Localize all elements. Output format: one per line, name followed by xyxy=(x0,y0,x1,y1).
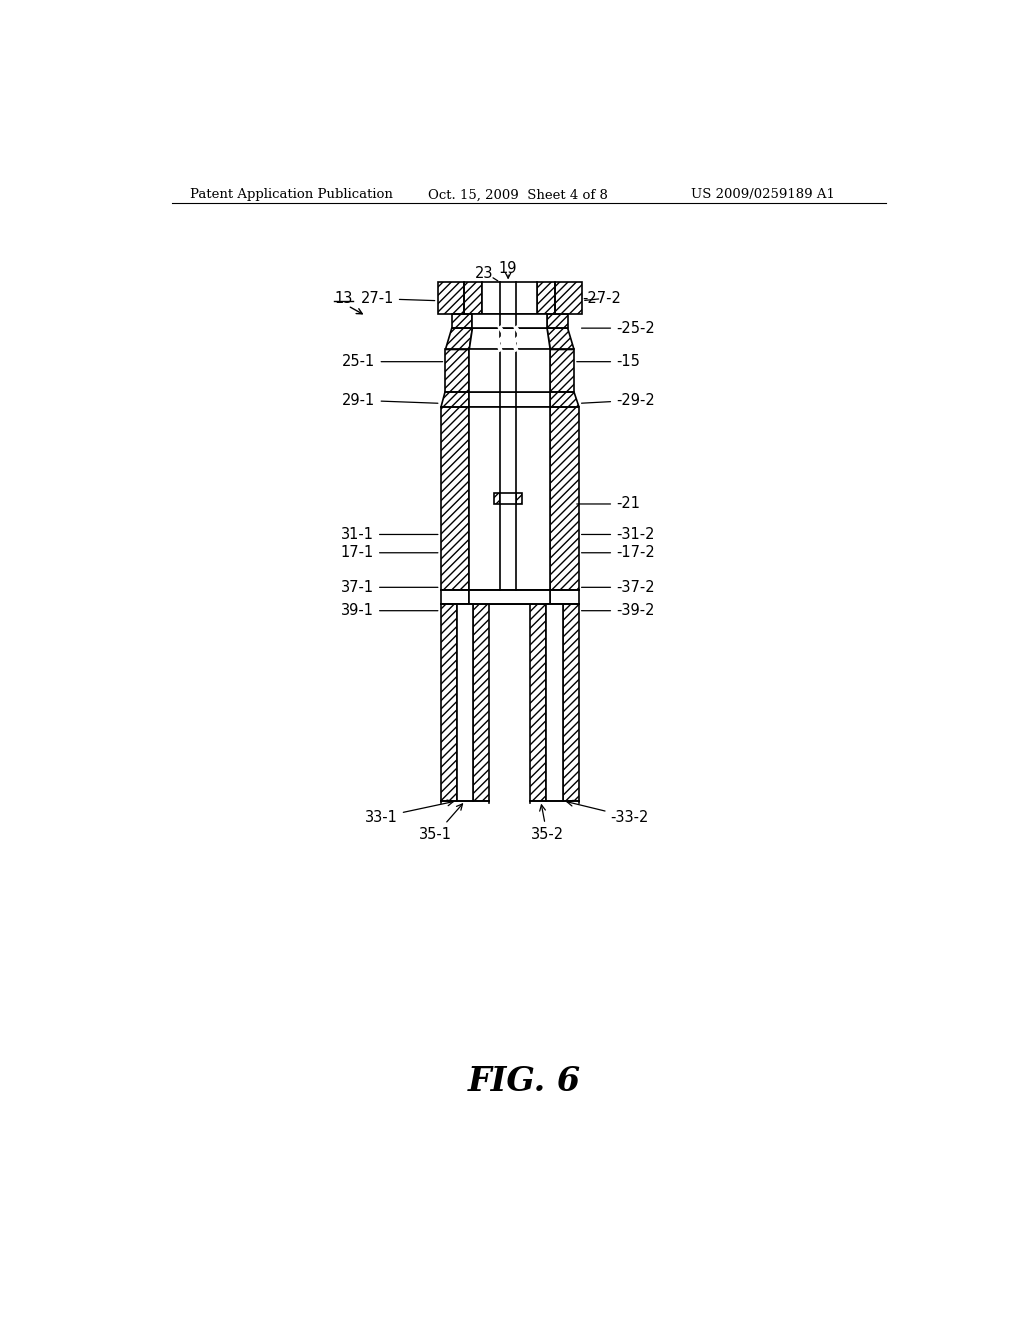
Text: 35-1: 35-1 xyxy=(420,804,463,842)
Text: -27-2: -27-2 xyxy=(582,292,621,306)
Text: -29-2: -29-2 xyxy=(582,393,654,408)
Bar xyxy=(530,603,546,801)
Text: -37-2: -37-2 xyxy=(582,579,654,595)
Text: Patent Application Publication: Patent Application Publication xyxy=(189,189,393,202)
Text: -17-2: -17-2 xyxy=(582,545,654,560)
Text: US 2009/0259189 A1: US 2009/0259189 A1 xyxy=(691,189,836,202)
Bar xyxy=(469,590,550,603)
Text: 25-1: 25-1 xyxy=(342,354,442,370)
Text: -33-2: -33-2 xyxy=(567,800,649,825)
Text: FIG. 6: FIG. 6 xyxy=(468,1065,582,1098)
Text: -39-2: -39-2 xyxy=(582,603,654,618)
Text: 35-2: 35-2 xyxy=(530,805,563,842)
Bar xyxy=(550,350,574,392)
Text: 33-1: 33-1 xyxy=(365,800,454,825)
Text: 29-1: 29-1 xyxy=(342,393,438,408)
Bar xyxy=(555,282,582,314)
Text: 37-1: 37-1 xyxy=(341,579,438,595)
Text: Oct. 15, 2009  Sheet 4 of 8: Oct. 15, 2009 Sheet 4 of 8 xyxy=(428,189,608,202)
Bar xyxy=(440,590,469,603)
Bar xyxy=(550,590,579,603)
Bar xyxy=(440,603,457,801)
Bar xyxy=(500,492,516,504)
Text: 31-1: 31-1 xyxy=(341,527,438,543)
Text: -21: -21 xyxy=(577,496,640,511)
Text: -31-2: -31-2 xyxy=(582,527,654,543)
Bar xyxy=(445,350,469,392)
Bar xyxy=(473,603,489,801)
Bar xyxy=(516,492,522,504)
Text: 39-1: 39-1 xyxy=(341,603,438,618)
Text: -15: -15 xyxy=(577,354,640,370)
Bar xyxy=(482,282,538,314)
Bar xyxy=(437,282,465,314)
Bar xyxy=(452,314,472,329)
Bar xyxy=(563,603,579,801)
Bar xyxy=(472,314,547,329)
Text: 23: 23 xyxy=(475,265,494,281)
Text: 27-1: 27-1 xyxy=(360,292,435,306)
Text: 19: 19 xyxy=(499,260,517,276)
Bar xyxy=(538,282,555,314)
Polygon shape xyxy=(469,392,550,408)
Text: 17-1: 17-1 xyxy=(341,545,438,560)
Bar xyxy=(469,408,550,590)
Bar xyxy=(547,314,567,329)
Bar xyxy=(440,408,469,590)
Bar xyxy=(546,603,563,801)
Polygon shape xyxy=(469,329,550,350)
Text: -25-2: -25-2 xyxy=(582,321,654,335)
Text: 13: 13 xyxy=(335,292,353,306)
Bar xyxy=(494,492,500,504)
Bar xyxy=(457,603,473,801)
Bar xyxy=(550,408,579,590)
Bar xyxy=(469,350,550,392)
Bar xyxy=(465,282,482,314)
